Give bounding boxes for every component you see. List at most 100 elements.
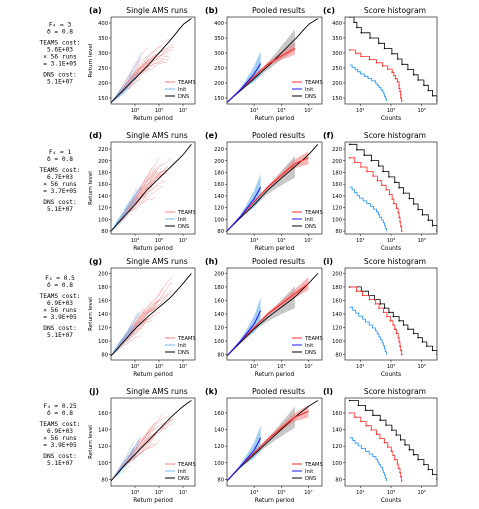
teams-histogram-dot (366, 170, 368, 173)
dns-histogram (349, 17, 437, 101)
x-tick-label: 10³ (387, 364, 395, 370)
teams-histogram-dot (379, 437, 381, 440)
x-axis-label: Counts (381, 116, 401, 122)
teams-single-run (111, 48, 148, 103)
dns-histogram-dot (417, 79, 419, 81)
y-tick-label: 180 (214, 170, 224, 176)
x-tick-label: 10⁷ (179, 108, 187, 114)
y-tick-label: 300 (332, 51, 342, 57)
panel-g: (g) Single AMS runs 80 100 120 140 160 180 200 Re… (88, 257, 196, 378)
y-tick-label: 80 (335, 477, 342, 483)
x-tick-label: 10⁵ (277, 364, 285, 370)
x-tick-label: 10⁷ (304, 490, 312, 496)
dns-histogram-dot (407, 68, 409, 71)
init-histogram (349, 186, 387, 232)
panel-l: (l) Score histogram 80 100 120 140 160 10¹ 10³ 10… (323, 387, 438, 504)
legend-label: TEAMS (304, 80, 323, 86)
dns-histogram-dot (436, 230, 437, 232)
teams-histogram-dot (368, 58, 371, 61)
x-axis-label: Return period (255, 498, 295, 504)
teams-histogram-dot (360, 55, 362, 58)
teams-histogram-dot (380, 184, 383, 187)
panel-letter: (h) (205, 257, 218, 266)
dns-histogram-dot (379, 303, 382, 305)
panel-title: Score histogram (364, 257, 426, 266)
teams-uncertainty-band (227, 277, 309, 356)
y-tick-label: 100 (214, 461, 224, 467)
teams-histogram-dot (348, 49, 351, 51)
x-tick-label: 10¹ (356, 490, 364, 496)
dns-histogram-dot (383, 47, 386, 50)
dns-histogram-dot (423, 84, 425, 87)
panel-letter: (b) (205, 6, 218, 15)
annotation-delta-line: δ = 0.8 (47, 29, 73, 36)
annotation-delta-line: δ = 0.8 (47, 156, 73, 163)
panel-k: (k) Pooled results 80 100 120 140 160 10³ 10⁵ 10⁷… (205, 387, 323, 504)
y-tick-label: 200 (332, 271, 342, 277)
dns-histogram-dot (431, 94, 434, 97)
panel-title: Single AMS runs (126, 387, 187, 396)
x-tick-label: 10⁵ (277, 490, 285, 496)
panel-title: Single AMS runs (126, 6, 187, 15)
dns-histogram-dot (392, 315, 395, 318)
dns-histogram-dot (412, 453, 415, 456)
y-tick-label: 220 (332, 147, 342, 153)
axes-frame (344, 16, 438, 105)
y-tick-label: 120 (332, 444, 342, 450)
x-axis-label: Return period (255, 372, 295, 378)
y-tick-label: 80 (101, 229, 108, 235)
x-tick-label: 10⁵ (277, 238, 285, 244)
y-tick-label: 140 (332, 312, 342, 318)
annotation-teams-cost-value: 6.9E+03 (47, 300, 73, 307)
annotation-runs-line: × 56 runs (43, 54, 77, 61)
y-tick-label: 400 (98, 21, 108, 27)
y-tick-label: 180 (214, 285, 224, 291)
dns-histogram-dot (348, 17, 351, 18)
y-tick-label: 200 (332, 159, 342, 165)
legend-label: Init (305, 343, 313, 349)
y-tick-label: 160 (214, 182, 224, 188)
row-2: F₄ = 1δ = 0.8 TEAMS cost:6.7E+03× 56 runs… (40, 131, 438, 252)
init-single-run (111, 321, 140, 357)
y-tick-label: 100 (214, 217, 224, 223)
annotation-runs-line: × 56 runs (43, 307, 77, 314)
y-tick-label: 120 (214, 206, 224, 212)
y-tick-label: 200 (98, 159, 108, 165)
plot-area (348, 286, 437, 356)
panel-title: Pooled results (252, 257, 305, 266)
dns-histogram-dot (402, 192, 405, 194)
annotation-teams-cost-label: TEAMS cost: (40, 293, 81, 300)
dns-histogram-dot (356, 148, 358, 151)
axes-frame (344, 141, 438, 235)
teams-single-run (111, 57, 171, 103)
y-tick-label: 350 (332, 36, 342, 42)
dns-histogram-dot (426, 345, 428, 347)
x-tick-label: 10⁷ (179, 238, 187, 244)
dns-histogram-dot (412, 332, 415, 335)
y-tick-label: 100 (98, 217, 108, 223)
y-tick-label: 220 (98, 147, 108, 153)
plot-area (348, 143, 437, 232)
axes-frame (110, 16, 196, 105)
x-tick-label: 10³ (250, 490, 258, 496)
panel-letter: (l) (323, 387, 333, 396)
init-single-run (111, 79, 141, 103)
init-single-run (111, 436, 141, 482)
teams-histogram-dot (400, 225, 402, 228)
y-tick-label: 120 (214, 326, 224, 332)
dns-histogram-dot (436, 478, 437, 481)
dns-histogram (349, 400, 437, 480)
legend-label: TEAMS (304, 210, 323, 216)
plot-area (227, 18, 319, 103)
y-tick-label: 200 (214, 159, 224, 165)
annotation-runs-line: × 56 runs (43, 181, 77, 188)
dns-histogram-dot (370, 159, 373, 162)
teams-histogram-dot (394, 77, 397, 80)
dns-histogram-dot (364, 409, 367, 412)
dns-histogram-dot (369, 37, 371, 39)
y-tick-label: 140 (332, 428, 342, 434)
y-tick-label: 150 (332, 96, 342, 102)
annotation-dns-cost-value: 5.1E+07 (47, 206, 73, 213)
